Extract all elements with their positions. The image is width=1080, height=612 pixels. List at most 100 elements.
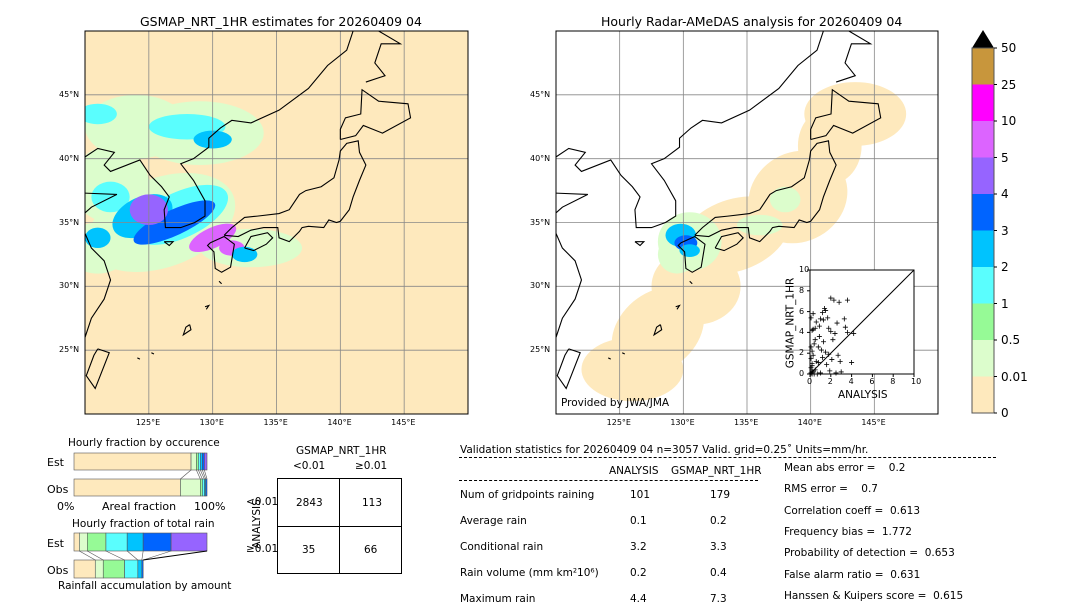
divider	[459, 480, 758, 481]
occurrence-est-segment	[204, 452, 208, 471]
scatter-point	[811, 341, 817, 347]
rain-fraction-obs-segment	[73, 559, 96, 579]
occurrence-obs-segment	[180, 478, 201, 497]
scatter-point	[819, 354, 825, 360]
scatter-point	[831, 297, 837, 303]
rain-area	[769, 186, 801, 213]
left-map-content	[85, 31, 468, 414]
right-lon-tick: 130°E	[670, 418, 695, 427]
scatter-point	[823, 308, 829, 314]
scatter-point	[813, 319, 819, 325]
cell-hit: 66	[364, 544, 378, 556]
coastline	[137, 357, 141, 360]
scatter-xtick-label: 6	[869, 377, 875, 386]
scatter-point	[819, 310, 825, 316]
coastline	[677, 235, 706, 273]
scatter-point	[809, 363, 815, 369]
map-frame	[555, 30, 939, 415]
occurrence-connector	[180, 469, 192, 480]
coastline	[182, 324, 192, 337]
scatter-ytick-label: 4	[799, 327, 805, 337]
scatter-point	[810, 311, 816, 317]
scatter-point	[825, 315, 831, 321]
left-map	[84, 30, 469, 415]
contingency-table: 2843 113 35 66	[277, 478, 402, 574]
colorbar-segment	[972, 230, 994, 267]
colorbar-label: 0	[1001, 406, 1009, 420]
colorbar-label: 10	[1001, 114, 1017, 128]
coastline	[204, 304, 211, 310]
left-map-title: GSMAP_NRT_1HR estimates for 20260409 04	[140, 14, 422, 29]
right-lon-tick: 145°E	[861, 418, 886, 427]
scatter-point	[829, 356, 835, 362]
occurrence-obs-label: Obs	[47, 483, 69, 496]
coastline	[244, 232, 274, 252]
occurrence-xlabel: Areal fraction	[102, 500, 177, 513]
coastline	[714, 232, 744, 252]
colorbar-segment	[972, 48, 994, 85]
scatter-point	[817, 316, 823, 322]
coastline	[607, 357, 611, 360]
occurrence-connector	[204, 469, 208, 480]
rain-fraction-obs-segment	[124, 559, 139, 579]
rain-area	[231, 246, 258, 263]
coastline	[85, 192, 118, 338]
scatter-point	[836, 299, 842, 305]
colorbar-label: 50	[1001, 41, 1017, 55]
occurrence-100pct: 100%	[194, 500, 226, 513]
scatter-point	[826, 325, 832, 331]
scatter-ytick-label: 10	[799, 265, 810, 274]
stat-analysis: 0.2	[630, 567, 647, 579]
stat-label: Num of gridpoints raining	[460, 489, 595, 501]
stat-gsmap: 0.4	[710, 567, 727, 579]
score-line: False alarm ratio = 0.631	[784, 568, 921, 581]
scatter-point	[810, 326, 816, 332]
coastline	[621, 352, 626, 355]
rain-area	[736, 214, 783, 236]
cell-hit-none: 2843	[296, 497, 323, 509]
score-line: Frequency bias = 1.772	[784, 525, 912, 538]
colorbar-label: 4	[1001, 187, 1009, 201]
occurrence-connector	[198, 469, 203, 480]
rain-fraction-title: Hourly fraction of total rain	[72, 518, 215, 530]
right-map-content	[556, 31, 938, 414]
scatter-point	[817, 370, 823, 376]
stat-gsmap: 179	[710, 489, 731, 501]
colorbar-segment	[972, 303, 994, 340]
rain-fraction-est-label: Est	[47, 537, 64, 550]
scatter-xtick-label: 4	[848, 377, 854, 386]
coastline	[653, 324, 663, 337]
scatter-xtick-label: 2	[827, 377, 833, 386]
occurrence-0pct: 0%	[57, 500, 75, 513]
coastline	[163, 241, 175, 247]
left-lat-tick: 45°N	[59, 89, 80, 99]
score-line: Hanssen & Kuipers score = 0.615	[784, 589, 964, 602]
scatter-point	[810, 352, 816, 358]
rain-fraction-connector	[87, 550, 104, 561]
colorbar-label: 2	[1001, 260, 1009, 274]
right-lat-tick: 35°N	[530, 217, 551, 227]
rain-fraction-est-segment	[105, 532, 128, 552]
rain-fraction-est-segment	[170, 532, 208, 552]
scatter-point	[816, 334, 822, 340]
colorbar-label: 5	[1001, 150, 1009, 165]
rain-fraction-est-segment	[79, 532, 88, 552]
rain-fraction-est-segment	[87, 532, 107, 552]
coastline	[556, 348, 581, 390]
rain-area	[85, 227, 111, 249]
rain-fraction-connector	[79, 550, 96, 561]
stat-label: Maximum rain	[460, 593, 536, 605]
scatter-point	[837, 359, 843, 365]
left-lat-tick: 35°N	[59, 217, 80, 227]
scatter-point	[818, 347, 824, 353]
scatter-point	[841, 316, 847, 322]
coastline	[218, 280, 222, 285]
score-line: Mean abs error = 0.2	[784, 462, 906, 474]
stat-analysis: 3.2	[630, 541, 647, 553]
coastline	[689, 280, 693, 285]
right-map-title: Hourly Radar-AMeDAS analysis for 2026040…	[601, 14, 903, 29]
scatter-point	[810, 369, 816, 375]
rain-fraction-xlabel: Rainfall accumulation by amount	[58, 580, 232, 592]
right-lat-tick: 30°N	[530, 281, 551, 291]
